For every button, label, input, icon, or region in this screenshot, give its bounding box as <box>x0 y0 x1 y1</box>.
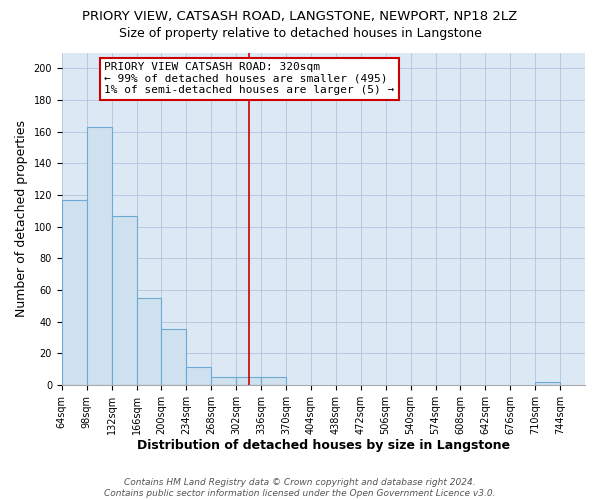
Bar <box>236 377 261 385</box>
X-axis label: Distribution of detached houses by size in Langstone: Distribution of detached houses by size … <box>137 440 510 452</box>
Bar <box>137 298 161 385</box>
Text: PRIORY VIEW, CATSASH ROAD, LANGSTONE, NEWPORT, NP18 2LZ: PRIORY VIEW, CATSASH ROAD, LANGSTONE, NE… <box>82 10 518 23</box>
Text: Contains HM Land Registry data © Crown copyright and database right 2024.
Contai: Contains HM Land Registry data © Crown c… <box>104 478 496 498</box>
Bar <box>187 368 211 385</box>
Y-axis label: Number of detached properties: Number of detached properties <box>15 120 28 317</box>
Bar <box>261 377 286 385</box>
Bar <box>62 200 86 385</box>
Bar <box>161 330 187 385</box>
Bar <box>86 127 112 385</box>
Bar <box>535 382 560 385</box>
Bar <box>211 377 236 385</box>
Bar <box>112 216 137 385</box>
Text: PRIORY VIEW CATSASH ROAD: 320sqm
← 99% of detached houses are smaller (495)
1% o: PRIORY VIEW CATSASH ROAD: 320sqm ← 99% o… <box>104 62 395 95</box>
Text: Size of property relative to detached houses in Langstone: Size of property relative to detached ho… <box>119 28 481 40</box>
